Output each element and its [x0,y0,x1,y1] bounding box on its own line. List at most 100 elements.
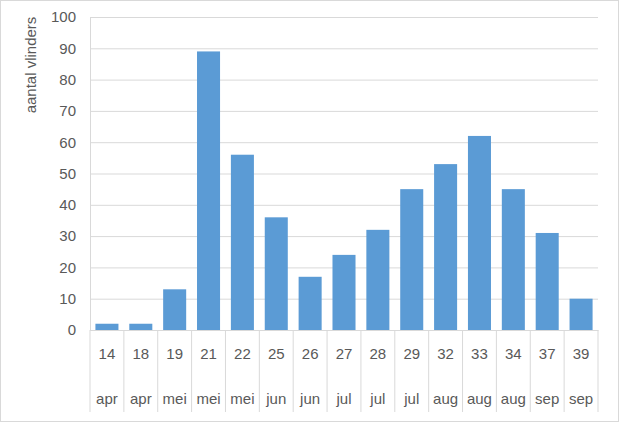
x-tick: 26 [302,345,319,362]
grid-line [90,142,598,143]
y-tick-label: 30 [59,227,76,244]
x-group-label: sep [535,390,559,407]
x-tick-label: 34 [505,345,522,362]
x-tick: 18 [132,345,149,362]
bar [502,189,525,330]
y-tick: 80 [59,71,598,88]
x-axis-line [91,330,599,331]
bar [95,324,118,330]
grid-line [90,330,598,331]
x-tick: 29 [403,345,420,362]
bar [536,233,559,330]
category-separator [598,330,599,412]
grid-line [90,48,598,49]
grid-line [90,174,598,175]
x-tick-label: 29 [403,345,420,362]
grid-line [90,80,598,81]
y-tick-label: 90 [59,40,76,57]
category-separator [123,330,124,412]
category-separator [157,330,158,412]
x-group-label: aug [467,390,492,407]
x-group-label: jul [369,390,385,407]
y-tick-label: 50 [59,165,76,182]
bar [197,51,220,330]
grid-line [90,111,598,112]
y-tick-label: 20 [59,259,76,276]
x-tick: 14 [99,345,116,362]
y-tick: 60 [59,134,598,151]
x-tick-label: 33 [471,345,488,362]
y-tick: 50 [59,165,598,182]
x-group-label: mei [163,390,187,407]
x-tick: 34 [505,345,522,362]
x-tick-label: 27 [336,345,353,362]
x-tick-label: 25 [268,345,285,362]
category-separators [90,330,598,412]
x-group-label: jun [299,390,320,407]
y-tick-label: 60 [59,134,76,151]
y-axis: 0102030405060708090100 [51,8,598,338]
category-separator [564,330,565,412]
bar [434,164,457,330]
y-tick-label: 80 [59,71,76,88]
bar [129,324,152,330]
y-tick-label: 70 [59,102,76,119]
plot-area: 0102030405060708090100141819212225262728… [51,8,599,412]
x-tick: 33 [471,345,488,362]
category-separator [191,330,192,412]
x-tick-label: 21 [200,345,217,362]
x-group-label: mei [230,390,254,407]
x-tick: 32 [437,345,454,362]
bar [468,136,491,330]
y-tick: 90 [59,40,598,57]
y-tick: 70 [59,102,598,119]
x-group-label: jul [403,390,419,407]
x-tick-label: 22 [234,345,251,362]
x-tick: 39 [573,345,590,362]
x-tick-label: 14 [99,345,116,362]
bar [332,255,355,330]
x-group-labels: apraprmeimeimeijunjunjuljuljulaugaugaugs… [96,390,593,407]
x-tick-label: 26 [302,345,319,362]
bar [299,277,322,330]
y-tick: 100 [51,8,598,25]
chart-frame [1,1,619,422]
x-group-label: jul [335,390,351,407]
x-tick-label: 32 [437,345,454,362]
bar [163,289,186,330]
x-axis: 14 18 19 21 22 25 26 27 28 29 32 33 34 37 39 [91,331,599,362]
x-tick-label: 28 [370,345,387,362]
x-group-label: sep [569,390,593,407]
bar [265,217,288,330]
x-tick: 28 [370,345,387,362]
x-group-label: apr [96,390,118,407]
x-group-label: aug [501,390,526,407]
bar [366,230,389,330]
x-tick: 37 [539,345,556,362]
category-separator [496,330,497,412]
category-separator [462,330,463,412]
y-tick-label: 100 [51,8,76,25]
category-separator [225,330,226,412]
y-tick-label: 0 [68,321,76,338]
category-separator [394,330,395,412]
category-separator [90,330,91,412]
x-tick-label: 37 [539,345,556,362]
x-tick-label: 39 [573,345,590,362]
category-separator [327,330,328,412]
bar [400,189,423,330]
x-group-label: jun [265,390,286,407]
category-separator [530,330,531,412]
x-tick: 22 [234,345,251,362]
x-group-label: apr [130,390,152,407]
category-separator [428,330,429,412]
category-separator [293,330,294,412]
x-tick: 27 [336,345,353,362]
bar [231,155,254,330]
grid-line [90,17,598,18]
x-tick-label: 19 [166,345,183,362]
bars [95,51,592,330]
x-tick: 19 [166,345,183,362]
category-separator [259,330,260,412]
x-tick: 25 [268,345,285,362]
